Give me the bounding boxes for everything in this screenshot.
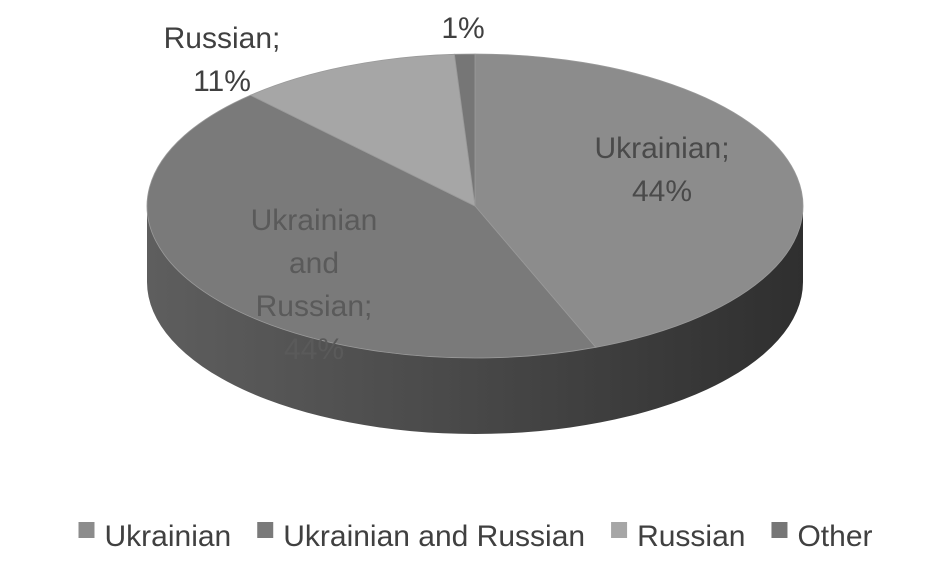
data-label-line: Russian;	[256, 290, 373, 323]
data-label-russian: Russian; 11%	[164, 22, 281, 98]
data-label-ukrainian: Ukrainian; 44%	[594, 132, 729, 208]
legend-label: Ukrainian and Russian	[283, 520, 585, 553]
pie-side-wall	[147, 206, 803, 434]
legend-label: Russian	[637, 520, 745, 553]
chart-legend: Ukrainian Ukrainian and Russian Russian Oth…	[78, 520, 873, 553]
legend-swatch	[257, 522, 274, 538]
data-label-line: 44%	[284, 333, 344, 366]
legend-swatch	[78, 522, 95, 538]
legend-swatch	[771, 522, 788, 538]
legend-label: Other	[797, 520, 872, 553]
data-label-line: 11%	[193, 65, 251, 98]
pie-slice-other	[453, 53, 476, 207]
pie-slice-russian	[249, 53, 476, 207]
data-label-line: 44%	[632, 175, 692, 208]
legend-item-russian: Russian	[611, 520, 745, 553]
data-label-ukrainian-and-russian: Ukrainian and Russian; 44%	[251, 204, 378, 366]
data-label-line: Russian;	[164, 22, 281, 55]
legend-item-ukrainian: Ukrainian	[78, 520, 232, 553]
legend-swatch	[611, 522, 628, 538]
data-labels: Ukrainian; 44% Ukrainian and Russian; 44% Russ…	[164, 12, 730, 366]
pie-side-wall-surface	[147, 206, 803, 434]
legend-item-other: Other	[771, 520, 873, 553]
legend-label: Ukrainian	[105, 520, 232, 553]
pie-slice-ukrainian-and-russian	[146, 94, 597, 359]
data-label-line: 1%	[441, 12, 484, 45]
data-label-line: Ukrainian;	[594, 132, 729, 165]
data-label-other: 1%	[441, 12, 484, 45]
data-label-line: and	[289, 247, 339, 280]
data-label-line: Ukrainian	[251, 204, 378, 237]
pie-slice-ukrainian	[474, 53, 804, 348]
legend-item-ukrainian-and-russian: Ukrainian and Russian	[257, 520, 585, 553]
pie-top-face	[146, 53, 804, 359]
